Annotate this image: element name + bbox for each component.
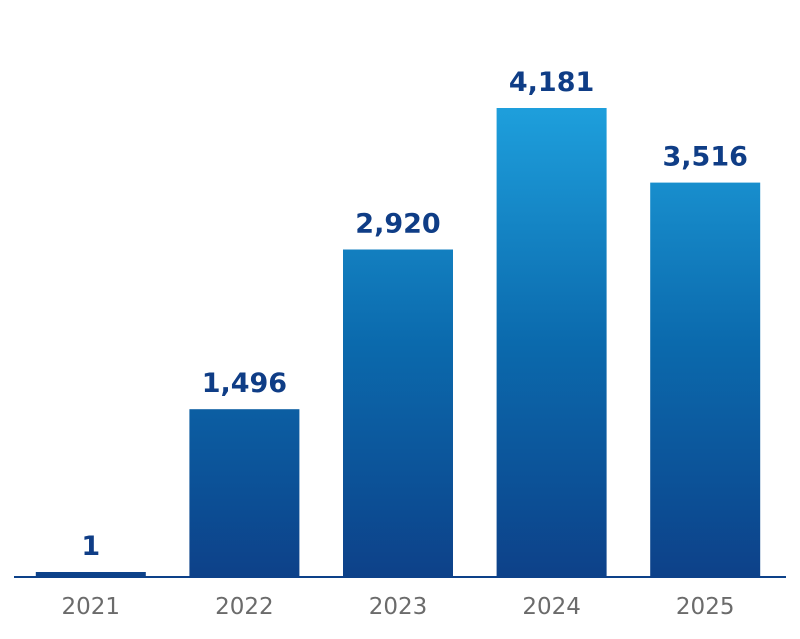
- value-label-2021: 1: [81, 531, 100, 562]
- value-labels-group: 1 1,496 2,920 4,181 3,516: [81, 67, 748, 562]
- bar-2022: [189, 409, 300, 577]
- value-label-2023: 2,920: [355, 209, 440, 240]
- bars-group: [35, 108, 761, 577]
- x-tick-label-2021: 2021: [62, 594, 121, 620]
- bar-2021: [35, 572, 146, 577]
- bar-2023: [343, 249, 453, 577]
- x-tick-label-2022: 2022: [215, 594, 274, 620]
- bar-2025: [650, 182, 761, 577]
- x-tick-label-2023: 2023: [369, 594, 428, 620]
- x-tick-label-2024: 2024: [522, 594, 581, 620]
- value-label-2022: 1,496: [202, 368, 287, 399]
- value-label-2024: 4,181: [509, 67, 594, 98]
- value-label-2025: 3,516: [662, 142, 747, 173]
- x-tick-label-2025: 2025: [676, 594, 735, 620]
- x-tick-labels-group: 2021 2022 2023 2024 2025: [62, 594, 735, 620]
- bar-2024: [496, 108, 607, 577]
